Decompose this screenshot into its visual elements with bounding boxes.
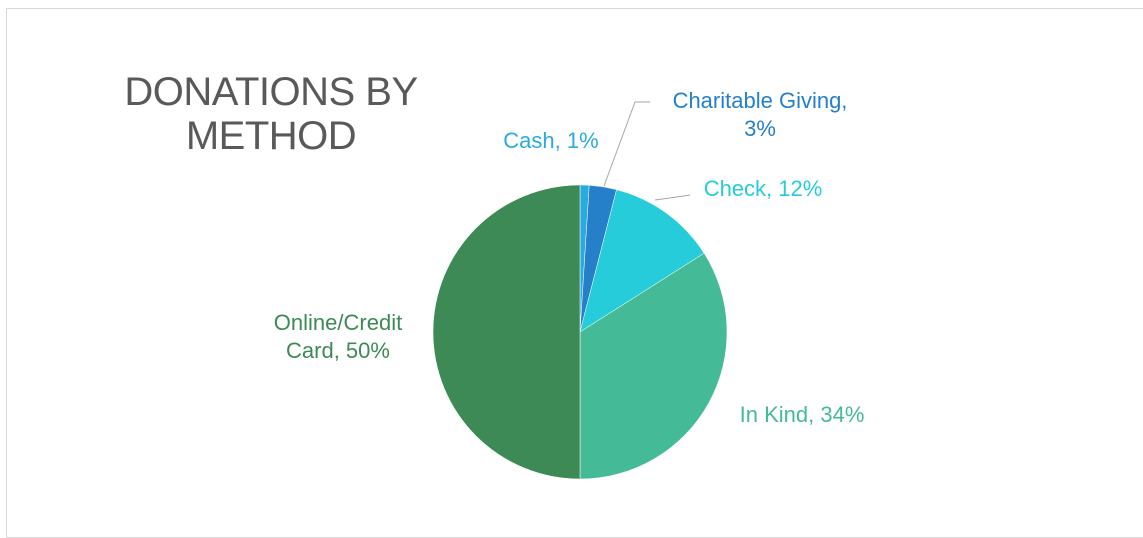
pie-slice-check bbox=[579, 189, 705, 333]
data-label-line: In Kind, 34% bbox=[740, 402, 865, 427]
pie-slices bbox=[432, 184, 728, 480]
chart-title: DONATIONS BY METHOD bbox=[96, 70, 446, 158]
data-label-line: Charitable Giving, bbox=[673, 88, 848, 113]
data-label-online-credit-card: Online/Credit Card, 50% bbox=[274, 310, 402, 363]
data-label-line: Check, 12% bbox=[704, 176, 823, 201]
data-label-in-kind: In Kind, 34% bbox=[740, 402, 865, 427]
data-labels: Cash, 1% Charitable Giving, 3% Check, 12% In… bbox=[274, 88, 865, 427]
data-label-charitable-giving: Charitable Giving, 3% bbox=[673, 88, 848, 141]
data-label-line: Cash, 1% bbox=[503, 128, 598, 153]
leader-line-charitable-giving bbox=[603, 101, 650, 187]
data-label-line: Card, 50% bbox=[286, 338, 390, 363]
data-label-cash: Cash, 1% bbox=[503, 128, 598, 153]
data-label-line: 3% bbox=[744, 116, 776, 141]
leader-lines bbox=[603, 101, 691, 201]
pie-slice-online-credit-card bbox=[432, 184, 581, 480]
data-label-check: Check, 12% bbox=[704, 176, 823, 201]
chart-title-line-1: DONATIONS BY bbox=[124, 70, 418, 114]
pie-chart: Cash, 1% Charitable Giving, 3% Check, 12% In… bbox=[274, 88, 865, 480]
chart-title-line-2: METHOD bbox=[185, 114, 357, 158]
pie-slice-in-kind bbox=[579, 252, 728, 480]
data-label-line: Online/Credit bbox=[274, 310, 402, 335]
leader-line-check bbox=[654, 194, 691, 201]
